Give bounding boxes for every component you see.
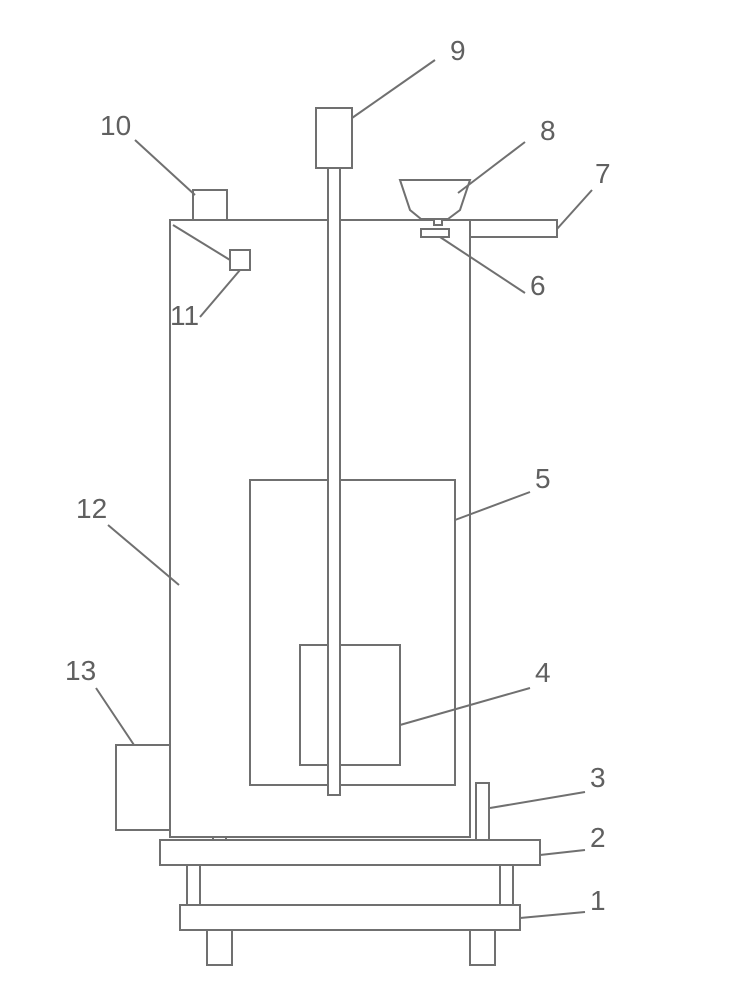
label-1: 1 (590, 885, 606, 916)
label-3: 3 (590, 762, 606, 793)
label-5: 5 (535, 463, 551, 494)
part-foot_right (470, 930, 495, 965)
shapes-group (116, 108, 557, 965)
part-inner_box (300, 645, 400, 765)
label-4: 4 (535, 657, 551, 688)
label-8: 8 (540, 115, 556, 146)
leader-2 (540, 850, 585, 855)
label-10: 10 (100, 110, 131, 141)
label-2: 2 (590, 822, 606, 853)
leader-3 (490, 792, 585, 808)
label-13: 13 (65, 655, 96, 686)
label-7: 7 (595, 158, 611, 189)
part-base_upper (160, 840, 540, 865)
leader-8 (458, 142, 525, 193)
label-6: 6 (530, 270, 546, 301)
label-11: 11 (170, 300, 199, 331)
mechanical-schematic: 9 8 7 10 6 11 12 5 13 4 3 2 1 (0, 0, 731, 1000)
part-motor_top (316, 108, 352, 168)
part-shaft (328, 165, 340, 795)
part-box_10 (193, 190, 227, 220)
part-top_right_ext (470, 220, 557, 237)
leader-13 (96, 688, 134, 745)
part-front_leg_right (476, 783, 489, 840)
leader-1 (520, 912, 585, 918)
leader-9 (352, 60, 435, 118)
part-foot_left (207, 930, 232, 965)
label-12: 12 (76, 493, 107, 524)
label-9: 9 (450, 35, 466, 66)
leader-7 (557, 190, 592, 229)
part-funnel_opening (421, 229, 449, 237)
part-box_11 (230, 250, 250, 270)
part-funnel (400, 180, 470, 219)
leader-10 (135, 140, 195, 195)
part-base_lower (180, 905, 520, 930)
part-rear_leg_right (500, 865, 513, 905)
part-box_13 (116, 745, 170, 830)
polys-group (400, 180, 470, 219)
part-rear_leg_left (187, 865, 200, 905)
leader-12 (108, 525, 179, 585)
